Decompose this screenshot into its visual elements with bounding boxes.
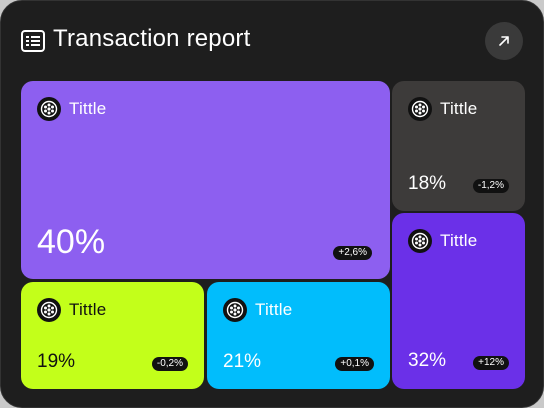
treemap-tile-2[interactable]: Tittle 18% -1,2% [392, 81, 525, 211]
tile-label: Tittle [69, 300, 107, 319]
arrow-up-right-icon [499, 36, 509, 46]
coin-icon [408, 97, 432, 121]
tile-percent: 18% [408, 173, 447, 194]
tile-percent: 40% [37, 223, 106, 261]
card-title: Transaction report [53, 25, 251, 52]
tile-label: Tittle [255, 300, 293, 319]
treemap-tile-3[interactable]: Tittle 32% +12% [392, 213, 525, 389]
coin-icon [408, 229, 432, 253]
open-report-button[interactable] [485, 22, 523, 60]
coin-icon [37, 97, 61, 121]
treemap-tile-5[interactable]: Tittle 21% +0,1% [207, 282, 390, 389]
treemap-tile-1[interactable]: Tittle 40% +2,6% [21, 81, 390, 279]
tile-percent: 19% [37, 351, 76, 372]
treemap-tile-4[interactable]: Tittle 19% -0,2% [21, 282, 204, 389]
change-badge: +0,1% [335, 357, 374, 371]
tile-label: Tittle [440, 231, 478, 250]
tile-label: Tittle [69, 99, 107, 118]
change-badge: -0,2% [151, 357, 188, 371]
coin-icon [37, 298, 61, 322]
tile-label: Tittle [440, 99, 478, 118]
tile-percent: 21% [223, 351, 262, 372]
tile-percent: 32% [408, 350, 447, 371]
change-badge: +12% [473, 356, 509, 370]
coin-icon [223, 298, 247, 322]
change-badge: -1,2% [472, 179, 509, 193]
list-icon [21, 30, 45, 52]
change-badge: +2,6% [333, 246, 372, 260]
